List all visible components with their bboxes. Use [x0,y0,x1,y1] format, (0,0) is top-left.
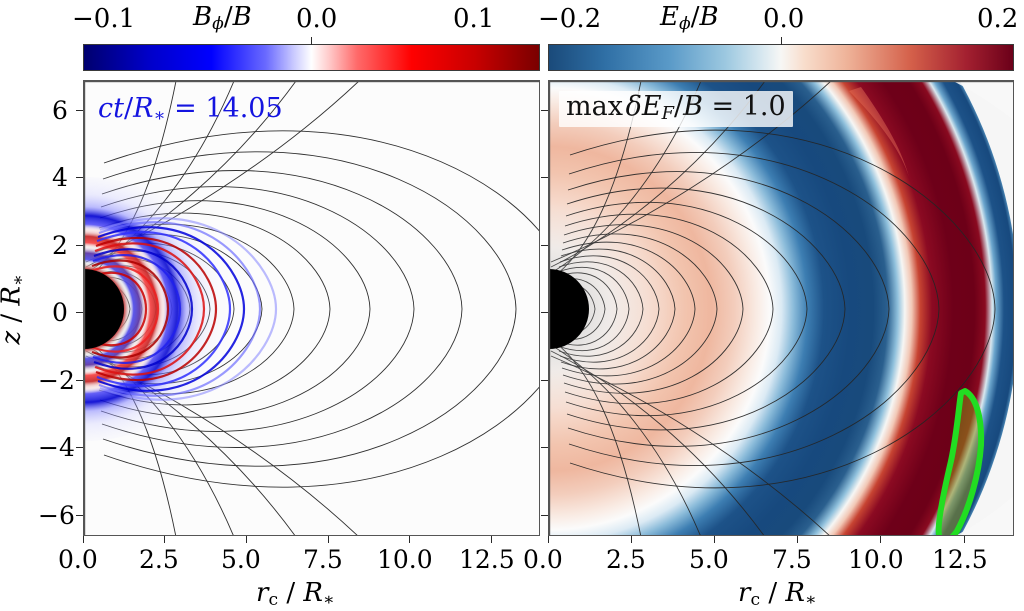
y-tick-label-4: 4 [52,163,68,192]
right-colorbar-tick-label-max: 0.2 [977,4,1019,34]
y-tick-label-6: 6 [52,96,68,125]
wave-band-field [549,81,1013,535]
x-tick-label-right-10: 10.0 [848,545,904,574]
y-tick-right-4 [541,177,548,179]
y-tick-label-m4: −4 [38,433,75,462]
y-tick-label-m2: −2 [38,366,75,395]
left-colorbar-tick-zero [311,37,312,45]
right-colorbar-tick-label-mid: 0.0 [763,4,805,34]
x-tick-label-right-12p5: 12.5 [932,545,988,574]
y-tick-m2 [76,380,83,382]
x-tick-left-5 [246,536,248,543]
x-tick-right-12p5 [964,536,966,543]
x-tick-left-12p5 [491,536,493,543]
x-tick-label-right-0: 0.0 [523,545,563,574]
y-tick-0 [76,312,83,314]
y-tick-m6 [76,515,83,517]
y-tick-2 [76,245,83,247]
right-colorbar [548,37,1014,71]
y-tick-right-m2 [541,380,548,382]
stellar-disk [84,269,124,349]
y-tick-m4 [76,447,83,449]
y-tick-4 [76,177,83,179]
x-tick-label-left-5: 5.0 [221,545,261,574]
x-axis-label-left: rc / R∗ [256,578,335,610]
x-tick-label-left-10: 10.0 [377,545,433,574]
right-colorbar-gradient [548,44,1014,71]
right-panel-annotation: max δEF/B = 1.0 [559,91,793,127]
y-tick-right-m6 [541,515,548,517]
stellar-disk [549,269,589,349]
x-tick-right-7p5 [797,536,799,543]
x-tick-left-7p5 [328,536,330,543]
x-tick-label-left-2p5: 2.5 [139,545,179,574]
right-panel-plot [549,81,1013,535]
x-tick-label-left-0: 0.0 [58,545,98,574]
y-tick-right-6 [541,110,548,112]
x-axis-label-right: rc / R∗ [738,578,817,610]
y-tick-label-2: 2 [52,231,68,260]
x-tick-label-left-12p5: 12.5 [459,545,515,574]
x-tick-right-2p5 [631,536,633,543]
right-colorbar-title: Eϕ/B [660,2,719,34]
y-tick-right-0 [541,312,548,314]
left-panel-annotation: ct/R∗ = 14.05 [98,93,283,126]
toroidal-striations [89,217,278,401]
left-colorbar-tick-label-min: −0.1 [72,4,136,34]
left-colorbar-gradient [83,44,540,71]
x-tick-right-10 [880,536,882,543]
x-tick-left-2p5 [164,536,166,543]
x-tick-right-0 [548,536,550,543]
y-tick-label-m6: −6 [38,501,75,530]
left-panel-plot [84,81,539,535]
right-colorbar-tick-zero [781,37,782,45]
left-colorbar-tick-label-max: 0.1 [453,4,495,34]
left-panel[interactable]: ct/R∗ = 14.05 [83,80,540,536]
x-tick-label-right-2p5: 2.5 [606,545,646,574]
left-colorbar-title: Bϕ/B [193,2,252,34]
green-contour [935,388,985,535]
x-tick-label-right-5: 5.0 [689,545,729,574]
right-panel[interactable]: max δEF/B = 1.0 [548,80,1014,536]
y-axis-label: z / R∗ [0,274,29,344]
x-tick-label-left-7p5: 7.5 [303,545,343,574]
x-tick-left-0 [83,536,85,543]
right-colorbar-tick-label-min: −0.2 [538,4,602,34]
left-colorbar [83,37,540,71]
x-tick-label-right-7p5: 7.5 [772,545,812,574]
y-tick-right-2 [541,245,548,247]
y-tick-6 [76,110,83,112]
x-tick-right-5 [714,536,716,543]
y-tick-label-0: 0 [52,298,68,327]
left-colorbar-tick-label-mid: 0.0 [296,4,338,34]
toroidal-field-bands [84,177,234,441]
y-tick-right-m4 [541,447,548,449]
x-tick-left-10 [409,536,411,543]
